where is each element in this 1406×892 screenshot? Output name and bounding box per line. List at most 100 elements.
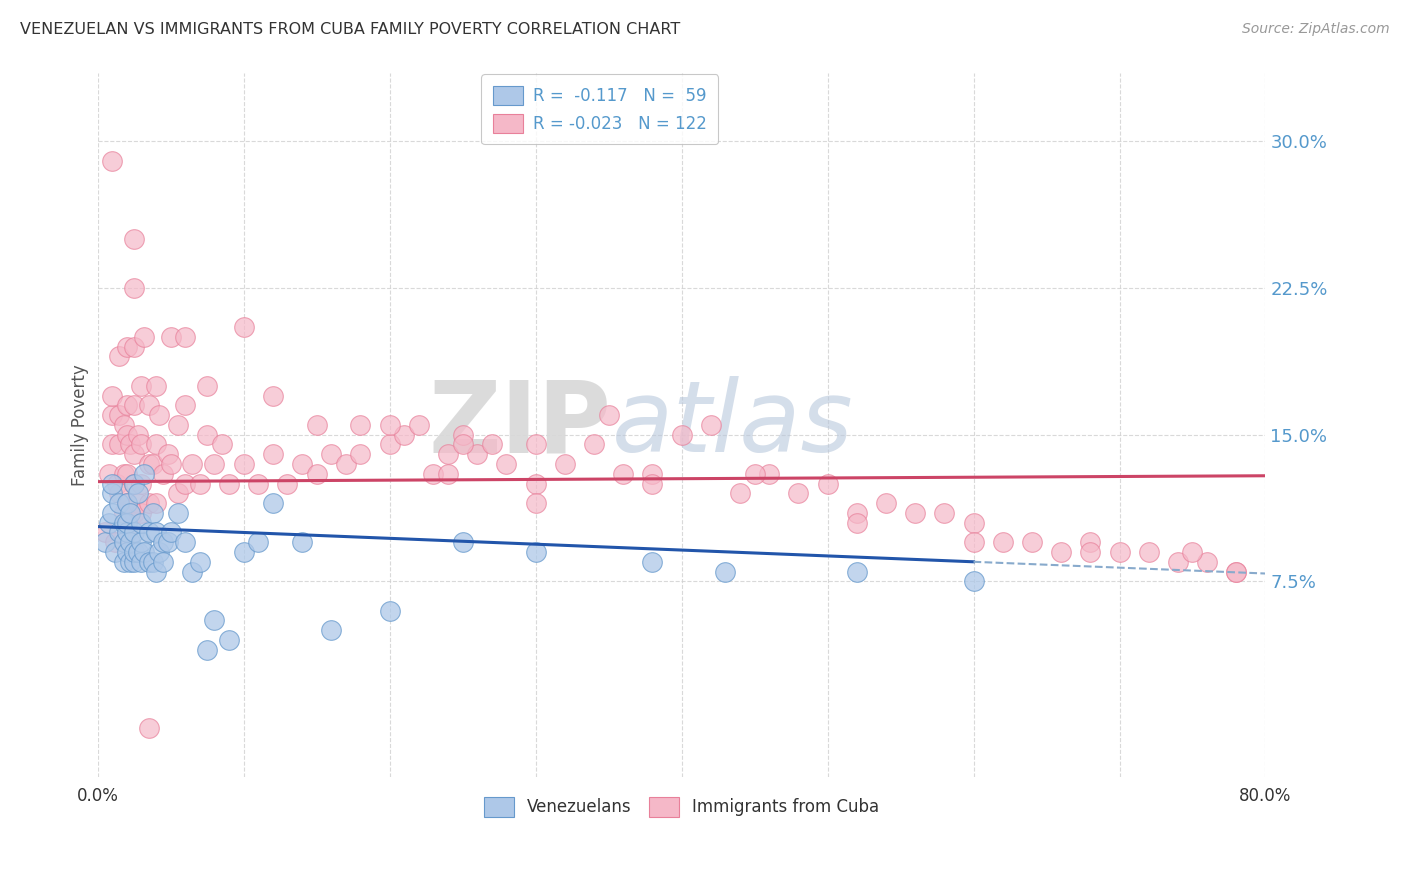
Point	[437, 467, 460, 481]
Point	[335, 457, 357, 471]
Point	[195, 379, 218, 393]
Point	[524, 545, 547, 559]
Point	[101, 437, 124, 451]
Point	[94, 525, 117, 540]
Point	[181, 565, 204, 579]
Point	[1108, 545, 1130, 559]
Point	[115, 545, 138, 559]
Point	[104, 545, 127, 559]
Point	[101, 388, 124, 402]
Point	[817, 476, 839, 491]
Point	[142, 457, 165, 471]
Point	[1050, 545, 1073, 559]
Point	[195, 642, 218, 657]
Point	[138, 398, 160, 412]
Point	[262, 447, 284, 461]
Point	[262, 388, 284, 402]
Point	[115, 525, 138, 540]
Point	[148, 408, 170, 422]
Point	[145, 437, 167, 451]
Point	[122, 340, 145, 354]
Point	[787, 486, 810, 500]
Point	[138, 555, 160, 569]
Point	[131, 516, 153, 530]
Point	[101, 153, 124, 168]
Point	[145, 525, 167, 540]
Point	[156, 447, 179, 461]
Point	[1021, 535, 1043, 549]
Point	[131, 555, 153, 569]
Point	[904, 506, 927, 520]
Point	[112, 555, 135, 569]
Point	[115, 427, 138, 442]
Point	[232, 457, 254, 471]
Point	[142, 506, 165, 520]
Point	[134, 467, 156, 481]
Point	[641, 467, 664, 481]
Point	[305, 417, 328, 432]
Point	[145, 565, 167, 579]
Point	[118, 535, 141, 549]
Point	[115, 340, 138, 354]
Point	[962, 574, 984, 589]
Point	[934, 506, 956, 520]
Point	[145, 379, 167, 393]
Point	[104, 535, 127, 549]
Point	[122, 232, 145, 246]
Point	[112, 467, 135, 481]
Point	[152, 535, 174, 549]
Point	[451, 437, 474, 451]
Point	[108, 525, 131, 540]
Point	[112, 506, 135, 520]
Point	[188, 555, 211, 569]
Point	[122, 506, 145, 520]
Point	[122, 281, 145, 295]
Point	[167, 486, 190, 500]
Point	[758, 467, 780, 481]
Point	[115, 496, 138, 510]
Point	[94, 535, 117, 549]
Point	[232, 545, 254, 559]
Point	[112, 417, 135, 432]
Point	[188, 476, 211, 491]
Point	[962, 535, 984, 549]
Point	[991, 535, 1014, 549]
Point	[127, 427, 149, 442]
Point	[641, 476, 664, 491]
Point	[174, 398, 197, 412]
Point	[159, 457, 181, 471]
Point	[495, 457, 517, 471]
Point	[524, 496, 547, 510]
Point	[122, 398, 145, 412]
Point	[148, 545, 170, 559]
Point	[174, 330, 197, 344]
Point	[875, 496, 897, 510]
Point	[115, 398, 138, 412]
Point	[195, 427, 218, 442]
Point	[152, 467, 174, 481]
Text: atlas: atlas	[612, 376, 853, 474]
Point	[1078, 545, 1101, 559]
Point	[845, 565, 868, 579]
Point	[321, 624, 343, 638]
Point	[598, 408, 620, 422]
Point	[122, 447, 145, 461]
Point	[247, 476, 270, 491]
Point	[105, 476, 128, 491]
Text: Source: ZipAtlas.com: Source: ZipAtlas.com	[1241, 22, 1389, 37]
Point	[524, 437, 547, 451]
Point	[138, 721, 160, 735]
Point	[115, 516, 138, 530]
Point	[131, 437, 153, 451]
Point	[392, 427, 415, 442]
Point	[118, 506, 141, 520]
Point	[321, 447, 343, 461]
Point	[524, 476, 547, 491]
Point	[1181, 545, 1204, 559]
Point	[101, 506, 124, 520]
Point	[276, 476, 298, 491]
Point	[131, 379, 153, 393]
Point	[465, 447, 488, 461]
Point	[378, 604, 401, 618]
Point	[232, 320, 254, 334]
